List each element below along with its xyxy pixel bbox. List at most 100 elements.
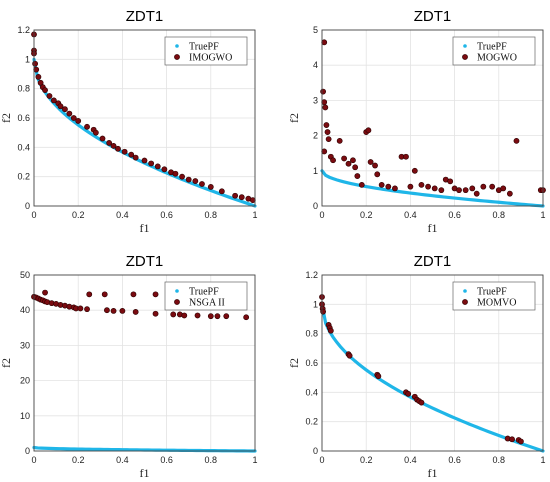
legend-entry: NSGA II — [189, 298, 225, 309]
y-tick-label: 0.6 — [17, 113, 30, 123]
legend-truepf-marker — [463, 44, 467, 48]
data-point — [438, 187, 445, 194]
data-point — [179, 173, 185, 180]
data-point — [115, 145, 121, 152]
data-point — [367, 159, 374, 165]
data-point — [148, 160, 155, 167]
data-point — [232, 192, 239, 199]
y-tick-label: 1 — [25, 54, 30, 64]
chart-panel-1: 0 0.2 0.4 0.6 0.8 1 0 0.2 0.4 0.6 0.8 1 1.2 ZDT1 f1 f2 T… — [0, 8, 258, 235]
data-point — [372, 162, 378, 169]
data-point — [170, 311, 177, 318]
y-tick-label: 1 — [313, 299, 318, 309]
data-point — [32, 60, 39, 67]
data-point — [154, 163, 161, 170]
x-tick-label: 0 — [31, 455, 36, 465]
x-tick-label: 1 — [540, 210, 545, 220]
data-point — [75, 118, 82, 124]
legend-entry: TruePF — [477, 42, 507, 53]
legend-box — [164, 281, 248, 311]
data-point — [152, 291, 159, 298]
data-point — [192, 178, 199, 184]
y-tick-label: 30 — [20, 340, 30, 350]
data-point — [425, 183, 431, 190]
data-point — [506, 190, 513, 197]
x-tick-label: 0.6 — [448, 455, 461, 465]
data-point — [509, 436, 515, 443]
data-point — [358, 181, 365, 188]
chart-title: ZDT1 — [414, 8, 452, 25]
data-point — [181, 312, 188, 319]
data-point — [132, 309, 139, 315]
data-point — [77, 305, 84, 312]
data-point — [243, 314, 250, 321]
x-tick-label: 0.2 — [72, 455, 85, 465]
y-tick-label: 0.8 — [17, 84, 30, 94]
data-point — [346, 352, 353, 359]
x-axis-label: f1 — [140, 221, 150, 235]
axes-frame — [321, 29, 544, 207]
data-point — [141, 157, 148, 164]
data-point — [322, 104, 329, 111]
data-point — [518, 438, 524, 445]
data-point — [238, 194, 245, 201]
y-tick-label: 10 — [20, 411, 30, 421]
y-tick-label: 0.8 — [305, 329, 318, 339]
x-tick-label: 0 — [319, 455, 324, 465]
y-tick-label: 4 — [313, 60, 318, 70]
data-point — [418, 181, 425, 188]
y-tick-label: 0.6 — [305, 358, 318, 368]
data-point — [403, 153, 409, 160]
legend-box — [164, 36, 248, 66]
data-point — [46, 93, 53, 99]
data-point — [320, 308, 327, 315]
data-point — [104, 307, 110, 314]
y-tick-label: 0 — [313, 446, 318, 456]
data-point — [207, 313, 214, 320]
data-point — [336, 137, 343, 144]
legend-truepf-marker — [463, 289, 467, 293]
data-point — [50, 97, 57, 104]
y-axis-label: f2 — [287, 113, 301, 123]
data-point — [70, 115, 77, 121]
legend-series-marker — [174, 299, 180, 305]
x-tick-label: 0.6 — [448, 210, 461, 220]
data-point — [66, 110, 73, 117]
legend-entry: TruePF — [189, 42, 219, 53]
x-axis-label: f1 — [140, 466, 150, 480]
data-point — [345, 160, 352, 167]
legend-box — [452, 36, 536, 66]
legend-entry: TruePF — [477, 287, 507, 298]
legend-entry: IMOGWO — [189, 53, 232, 64]
axes-frame — [33, 274, 256, 452]
chart-title: ZDT1 — [414, 253, 452, 270]
data-point — [84, 123, 90, 130]
x-tick-label: 0 — [319, 210, 324, 220]
data-point — [469, 185, 476, 192]
y-tick-label: 20 — [20, 376, 30, 386]
data-point — [207, 184, 214, 190]
x-axis-label: f1 — [428, 466, 438, 480]
data-point — [152, 310, 159, 317]
data-point — [214, 313, 221, 320]
data-point — [101, 291, 108, 298]
data-point — [194, 312, 201, 319]
y-axis-label: f2 — [0, 358, 13, 368]
y-tick-label: 0 — [25, 201, 30, 211]
data-point — [132, 154, 139, 161]
y-tick-label: 2 — [313, 131, 318, 141]
legend-truepf-marker — [175, 289, 179, 293]
data-point — [447, 178, 454, 185]
data-point — [431, 185, 438, 192]
data-point — [325, 136, 332, 143]
data-point — [365, 127, 372, 134]
data-point — [473, 190, 480, 197]
y-tick-label: 0.4 — [17, 142, 30, 152]
data-point — [385, 183, 392, 190]
y-tick-label: 0 — [25, 446, 30, 456]
x-tick-label: 0 — [31, 210, 36, 220]
x-tick-label: 0.4 — [404, 455, 417, 465]
data-point — [375, 373, 382, 380]
y-axis-label: f2 — [287, 358, 301, 368]
